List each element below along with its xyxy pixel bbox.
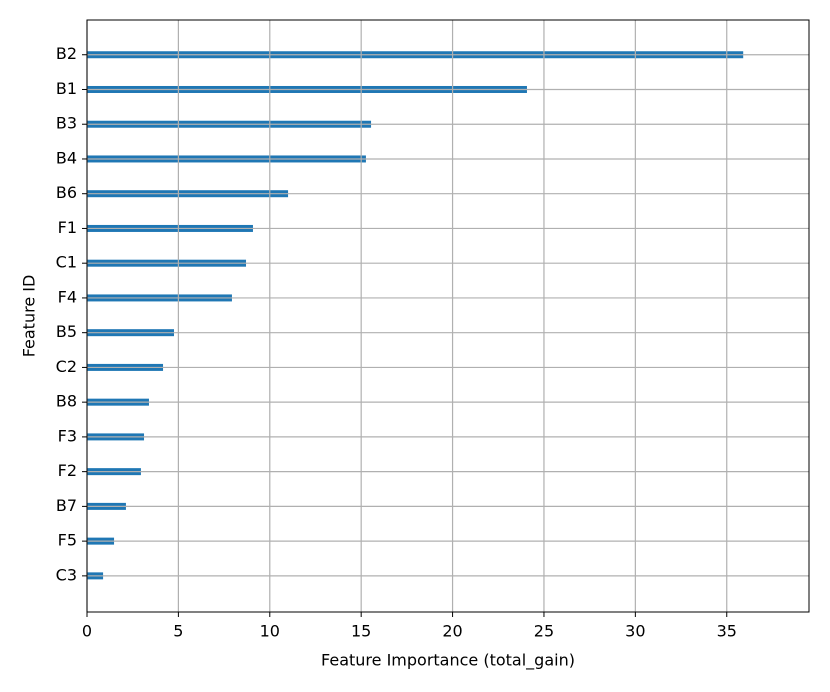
y-tick-label: B5 [56, 322, 77, 341]
y-tick-label: C3 [56, 565, 77, 584]
plot-frame [86, 19, 810, 613]
y-tick-label: F2 [58, 461, 77, 480]
x-tick-label: 5 [173, 622, 183, 641]
y-tick-label: F3 [58, 426, 77, 445]
x-tick-label: 35 [717, 622, 737, 641]
x-tick-label: 10 [260, 622, 280, 641]
y-tick-label: C1 [56, 253, 77, 272]
y-tick-label: F5 [58, 531, 77, 550]
x-tick-label: 25 [534, 622, 554, 641]
y-tick-label: B7 [56, 496, 77, 515]
y-tick-label: F1 [58, 218, 77, 237]
x-tick-label: 30 [625, 622, 645, 641]
y-tick-label: F4 [58, 287, 77, 306]
y-axis-label: Feature ID [20, 275, 39, 358]
x-tick-label: 0 [82, 622, 92, 641]
y-tick-label: B4 [56, 148, 77, 167]
y-tick-label: C2 [56, 357, 77, 376]
y-tick-label: B1 [56, 79, 77, 98]
x-tick-label: 20 [442, 622, 462, 641]
y-tick-label: B3 [56, 114, 77, 133]
x-axis-label: Feature Importance (total_gain) [321, 651, 575, 671]
y-tick-label: B8 [56, 392, 77, 411]
x-tick-label: 15 [351, 622, 371, 641]
y-tick-label: B2 [56, 44, 77, 63]
y-tick-label: B6 [56, 183, 77, 202]
